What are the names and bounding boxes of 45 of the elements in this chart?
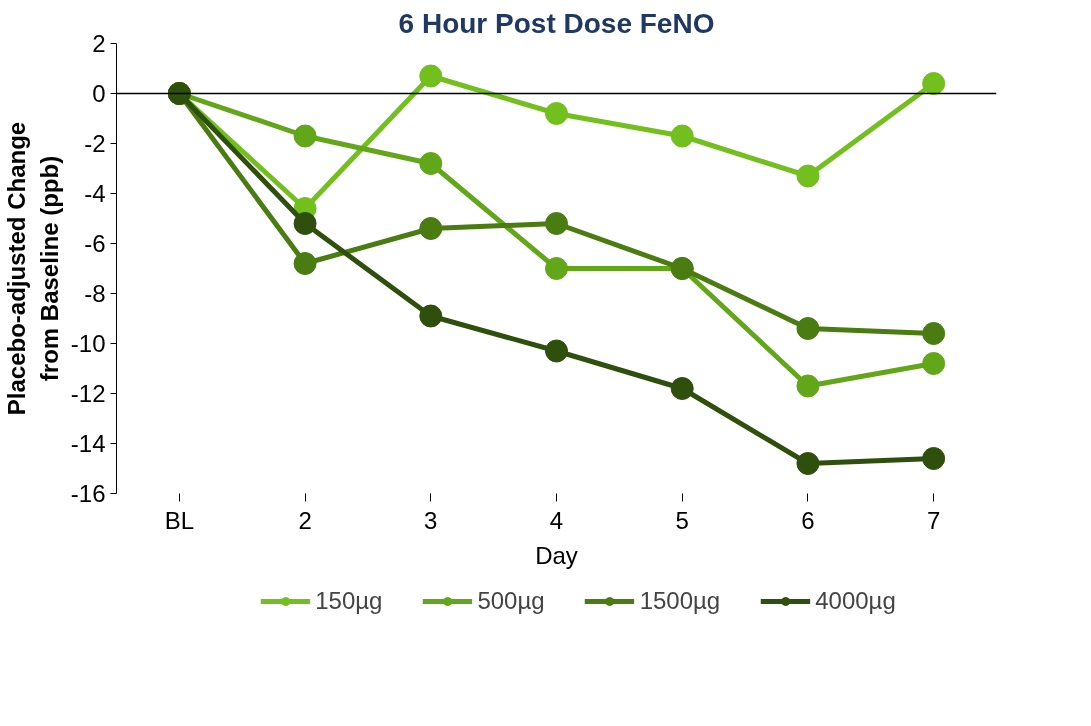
point [419,217,443,240]
y-tick-label: 0 [92,80,106,107]
point [922,322,946,345]
y-tick-label: 2 [92,30,106,57]
y-tick-label: -4 [84,180,106,207]
legend-label: 500µg [477,587,545,615]
x-tick-label: BL [164,506,195,534]
point [796,452,820,475]
point [922,352,946,375]
x-tick-label: 2 [298,506,312,534]
point [545,102,568,125]
x-tick-label: 6 [801,506,815,534]
point [419,304,443,328]
y-tick-label: -8 [84,280,106,307]
point [545,212,568,235]
point [670,124,694,148]
y-tick-label: -14 [70,430,106,457]
legend-label: 1500µg [639,587,721,615]
chart-title: 6 Hour Post Dose FeNO [398,7,715,39]
y-tick-label: -10 [70,330,106,357]
point [922,447,946,470]
point [419,152,443,175]
x-tick-label: 3 [424,506,438,534]
y-tick-label: -16 [70,480,106,507]
point [796,164,820,188]
point [545,257,568,280]
point [293,212,317,235]
point [796,317,820,340]
x-tick-label: 4 [549,506,564,534]
x-axis-title: Day [535,541,578,569]
y-tick-label: -6 [84,230,106,257]
x-tick-label: 5 [675,506,689,534]
point [293,124,317,148]
point [670,377,694,400]
legend-label: 4000µg [815,587,896,615]
point [293,252,317,275]
point [922,72,946,95]
point [419,64,443,88]
legend-label: 150µg [315,587,383,615]
x-tick-label: 7 [926,506,941,534]
y-tick-label: -2 [84,130,106,157]
point [545,339,568,363]
point [796,374,820,398]
y-axis-title: Placebo-adjusted Change from Baseline (ppb) [3,121,63,416]
y-tick-label: -12 [70,380,106,407]
